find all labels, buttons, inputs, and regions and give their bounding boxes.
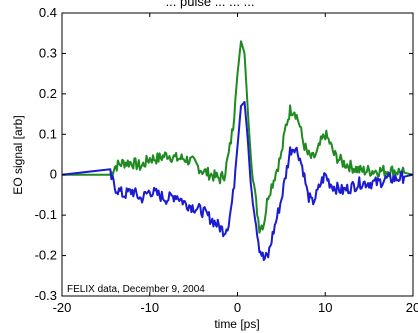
y-tick-label: 0	[50, 167, 57, 182]
y-tick-label: 0.4	[39, 5, 57, 20]
x-tick-label: 20	[406, 300, 418, 315]
x-tick-label: 10	[318, 300, 332, 315]
x-axis-label: time [ps]	[214, 317, 259, 331]
y-tick-label: 0.1	[39, 126, 57, 141]
y-axis-label: EO signal [arb]	[11, 115, 25, 194]
y-tick-label: -0.2	[35, 248, 57, 263]
tick-layer	[61, 12, 414, 297]
chart-title: ... pulse ... ... ...	[166, 0, 255, 9]
y-tick-label: 0.2	[39, 86, 57, 101]
y-tick-label: 0.3	[39, 45, 57, 60]
x-tick-label: -10	[140, 300, 159, 315]
tick-label-layer: -20 -10 0 10 20 -0.3 -0.2 -0.1 0 0.1 0.2 0.3 0.4	[35, 5, 418, 315]
series-line-2	[61, 100, 414, 262]
x-tick-label: -20	[53, 300, 72, 315]
y-tick-label: -0.3	[35, 288, 57, 303]
series-layer	[61, 40, 414, 262]
data-source-annotation: FELIX data, December 9, 2004	[67, 284, 205, 295]
x-tick-label: 0	[234, 300, 241, 315]
series-line-1	[61, 40, 414, 234]
y-tick-label: -0.1	[35, 207, 57, 222]
